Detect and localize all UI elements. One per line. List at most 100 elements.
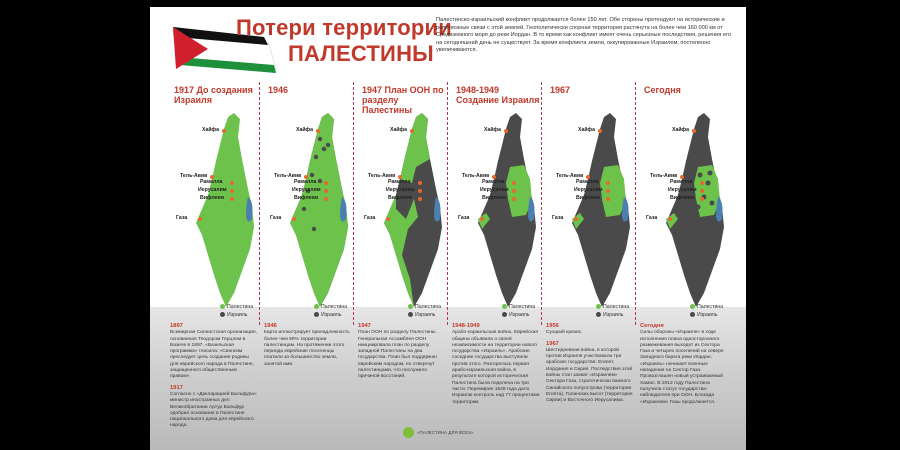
city-label-jerusalem: Иерусалим: [668, 187, 697, 193]
legend-palestine: Палестина: [408, 304, 441, 310]
panel-separator: [635, 82, 636, 325]
city-dot: [598, 129, 602, 133]
panel-separator: [541, 82, 542, 325]
city-dot: [292, 217, 296, 221]
city-label-telaviv: Тель-Авив: [368, 173, 396, 179]
city-dot: [492, 175, 496, 179]
territory-map: [572, 113, 630, 307]
legend-swatch: [502, 312, 507, 318]
city-dot: [410, 129, 414, 133]
city-dot: [324, 189, 328, 193]
background-photo: [150, 307, 746, 450]
city-label-bethlehem: Вифлеем: [576, 195, 601, 201]
city-label-ramallah: Рамалла: [388, 179, 411, 185]
history-text: Всемирная Сионистская организация, основ…: [170, 330, 257, 380]
dead-sea: [528, 197, 535, 222]
city-dot: [586, 175, 590, 179]
city-dot: [512, 197, 516, 201]
city-label-jerusalem: Иерусалим: [198, 187, 227, 193]
history-block: 1897 Всемирная Сионистская организация, о…: [170, 323, 258, 430]
page-title-country: ПАЛЕСТИНЫ: [288, 41, 434, 66]
city-dot: [606, 189, 610, 193]
legend-swatch: [408, 304, 413, 310]
city-dot: [230, 189, 234, 193]
city-label-gaza: Газа: [646, 215, 658, 221]
city-dot: [418, 197, 422, 201]
dead-sea: [434, 197, 441, 222]
panel-title: 1947 План ООН по разделу Палестины: [362, 85, 444, 115]
city-dot: [512, 189, 516, 193]
city-label-bethlehem: Вифлеем: [388, 195, 413, 201]
city-label-telaviv: Тель-Авив: [462, 173, 490, 179]
legend-israel: Израиль: [408, 312, 436, 318]
city-label-telaviv: Тель-Авив: [180, 173, 208, 179]
west-bank: [600, 165, 626, 217]
map-panel: Сегодня Хайфа Тель-Авив Рамалла Иерусалим Виф…: [638, 79, 729, 318]
legend-israel: Израиль: [596, 312, 624, 318]
legend-swatch: [502, 304, 507, 310]
territory-map: [196, 113, 254, 307]
city-dot: [222, 129, 226, 133]
city-dot: [324, 181, 328, 185]
settlement-mark: [695, 204, 701, 210]
dead-sea: [340, 197, 347, 222]
history-year: 1948-1949: [452, 323, 480, 329]
legend-swatch: [220, 312, 225, 318]
legend-israel: Израиль: [690, 312, 718, 318]
city-dot: [680, 175, 684, 179]
city-dot: [230, 197, 234, 201]
map-panel: 1947 План ООН по разделу Палестины Хайфа Т…: [356, 79, 447, 318]
panel-separator: [259, 82, 260, 325]
city-dot: [398, 175, 402, 179]
city-dot: [210, 175, 214, 179]
city-label-bethlehem: Вифлеем: [294, 195, 319, 201]
history-block: 1947 План ООН по разделу Палестины. Генер…: [358, 323, 446, 381]
city-dot: [606, 197, 610, 201]
history-text: Суэцкий кризис.: [546, 330, 583, 336]
city-label-haifa: Хайфа: [202, 127, 219, 133]
legend-swatch: [220, 304, 225, 310]
city-label-telaviv: Тель-Авив: [650, 173, 678, 179]
dead-sea: [246, 197, 253, 222]
city-label-bethlehem: Вифлеем: [670, 195, 695, 201]
city-dot: [324, 197, 328, 201]
history-text: Силы обороны «Израиля» в ходе исполнения…: [640, 330, 724, 405]
settlement-mark: [709, 200, 715, 206]
palestine-flag-icon: [172, 27, 277, 73]
panel-separator: [447, 82, 448, 325]
city-label-haifa: Хайфа: [390, 127, 407, 133]
territory-map: [384, 113, 442, 307]
territory-map: [290, 113, 348, 307]
west-bank: [506, 165, 532, 217]
city-label-ramallah: Рамалла: [200, 179, 223, 185]
city-label-telaviv: Тель-Авив: [556, 173, 584, 179]
legend-swatch: [690, 304, 695, 310]
map-panel: 1967 Хайфа Тель-Авив Рамалла Иерусалим Вифлее…: [544, 79, 635, 318]
city-dot: [480, 217, 484, 221]
settlement-mark: [325, 142, 331, 148]
territory-outline: [478, 113, 536, 307]
city-dot: [418, 181, 422, 185]
legend-palestine: Палестина: [220, 304, 253, 310]
legend-palestine: Палестина: [596, 304, 629, 310]
territory-outline: [666, 113, 724, 307]
dead-sea: [716, 197, 723, 222]
history-block: Сегодня Силы обороны «Израиля» в ходе исп…: [640, 323, 728, 406]
settlement-mark: [705, 180, 711, 186]
city-label-bethlehem: Вифлеем: [200, 195, 225, 201]
legend-palestine: Палестина: [690, 304, 723, 310]
history-year: 1917: [170, 384, 183, 391]
city-dot: [606, 181, 610, 185]
city-dot: [692, 129, 696, 133]
city-dot: [418, 189, 422, 193]
settlement-mark: [313, 154, 319, 160]
territory-outline: [572, 113, 630, 307]
city-label-ramallah: Рамалла: [576, 179, 599, 185]
panel-title: 1946: [268, 85, 289, 95]
history-year: 1897: [170, 323, 183, 329]
territory-map: [478, 113, 536, 307]
history-year: 1956: [546, 323, 559, 329]
city-label-telaviv: Тель-Авив: [274, 173, 302, 179]
panel-title: 1967: [550, 85, 571, 95]
city-label-haifa: Хайфа: [672, 127, 689, 133]
